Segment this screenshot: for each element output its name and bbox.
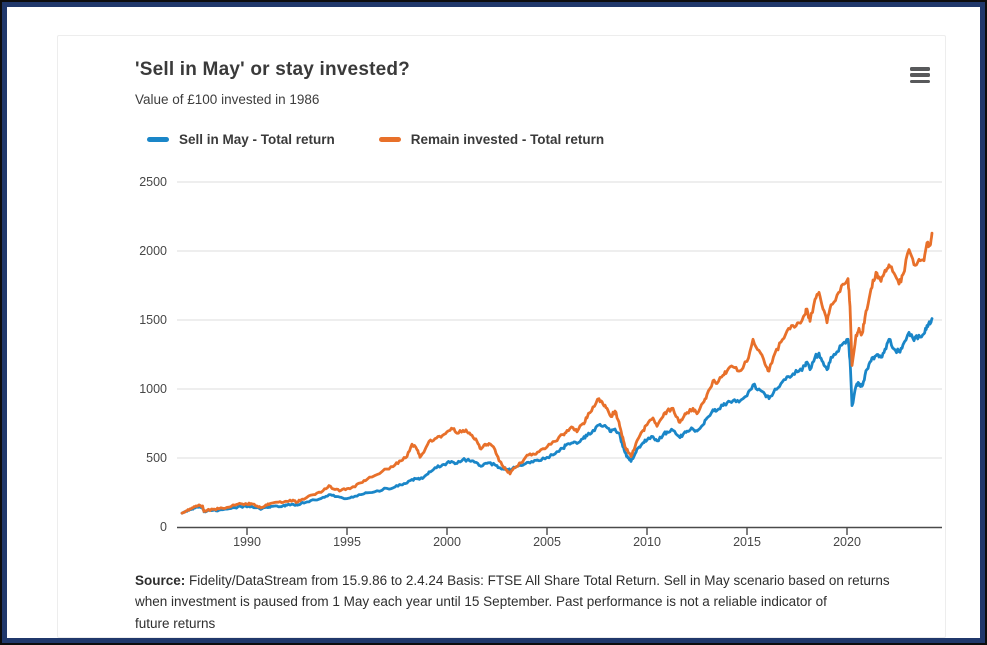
remain-invested-swatch-icon [378,137,401,142]
footnote-line: when investment is paused from 1 May eac… [135,594,827,610]
hamburger-bar [910,67,930,71]
x-tick-label: 2000 [433,535,461,549]
sell-in-may-swatch-icon [147,137,169,142]
y-tick-label: 2000 [139,244,167,258]
legend-label: Sell in May - Total return [179,132,335,147]
chart-plot-area [177,181,942,535]
remain-invested-line [180,231,934,515]
footnote-text: Fidelity/DataStream from 15.9.86 to 2.4.… [185,573,890,588]
chart-legend: Sell in May - Total return Remain invest… [147,132,604,147]
x-tick-label: 2020 [833,535,861,549]
sell-in-may-line [180,317,934,515]
legend-item-remain-invested[interactable]: Remain invested - Total return [378,132,605,147]
chart-title: 'Sell in May' or stay invested? [135,59,410,80]
x-tick-label: 1995 [333,535,361,549]
footnote-line: future returns [135,615,216,631]
chart-subtitle: Value of £100 invested in 1986 [135,92,320,107]
y-tick-label: 2500 [139,175,167,189]
legend-label: Remain invested - Total return [410,132,605,147]
hamburger-menu-icon[interactable] [910,67,934,89]
x-tick-label: 2015 [733,535,761,549]
hamburger-bar [910,73,930,77]
chart-card [57,35,946,638]
x-tick-label: 1990 [233,535,261,549]
legend-item-sell-in-may[interactable]: Sell in May - Total return [147,132,335,147]
x-tick-label: 2005 [533,535,561,549]
footnote-line: Source: Fidelity/DataStream from 15.9.86… [135,570,935,591]
y-tick-label: 1000 [139,382,167,396]
source-label: Source: [135,573,186,588]
x-tick-label: 2010 [633,535,661,549]
source-footnote: Source: Fidelity/DataStream from 15.9.86… [135,570,935,634]
y-tick-label: 500 [146,451,167,465]
y-tick-label: 1500 [139,313,167,327]
hamburger-bar [910,79,930,84]
y-tick-label: 0 [160,520,167,534]
